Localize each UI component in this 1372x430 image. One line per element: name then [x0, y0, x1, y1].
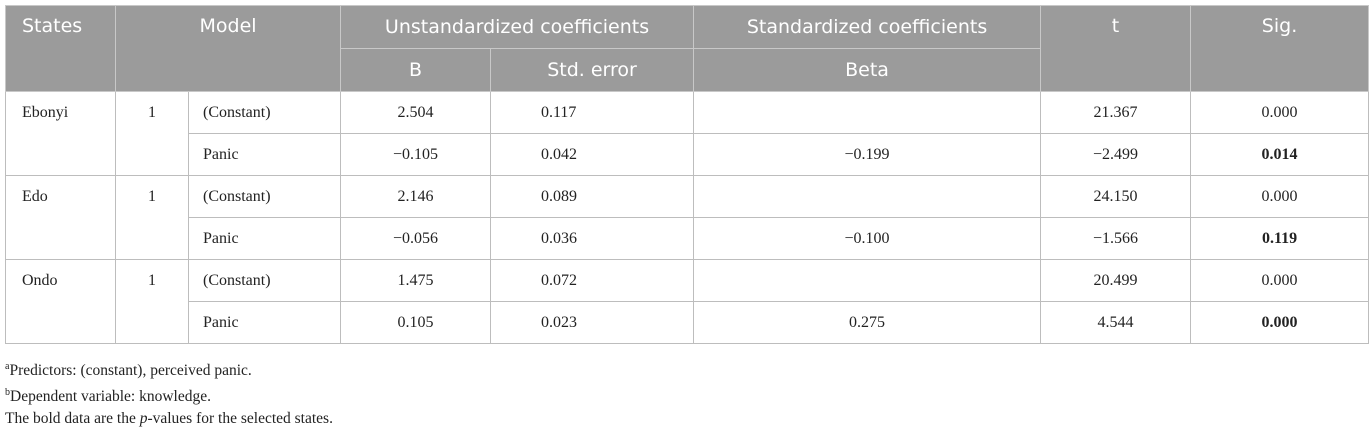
table-cell: 0.119	[1190, 217, 1370, 260]
regression-table: States Model Unstandardized coefficients…	[5, 5, 1370, 344]
table-cell: 0.000	[1190, 301, 1370, 344]
table-cell: 1	[115, 259, 189, 344]
table-cell: −2.499	[1040, 133, 1192, 176]
header-cell: Beta	[693, 48, 1042, 92]
table-cell: Panic	[187, 217, 342, 260]
footnote-text: The bold data are the	[5, 410, 140, 428]
table-cell: 0.036	[490, 217, 695, 260]
table-cell	[693, 175, 1042, 218]
header-cell: Sig.	[1190, 5, 1370, 92]
table-cell: 1	[115, 91, 189, 176]
header-cell: B	[340, 48, 492, 92]
table-row: Edo 1 (Constant) 2.146 0.089 24.150 0.000	[5, 175, 1370, 260]
table-row: Panic 0.105 0.023 0.275 4.544 0.000	[6, 301, 1370, 344]
table-row: Panic −0.105 0.042 −0.199 −2.499 0.014	[6, 133, 1370, 176]
table-cell: 2.504	[340, 91, 492, 134]
table-cell: 0.089	[490, 175, 695, 218]
table-cell: 0.000	[1190, 259, 1370, 302]
footnote: aPredictors: (constant), perceived panic…	[5, 356, 333, 382]
table-cell: 0.072	[490, 259, 695, 302]
header-cell: Unstandardized coefficients	[340, 5, 695, 49]
table-cell: Panic	[187, 133, 342, 176]
header-cell: States	[5, 5, 116, 92]
table-cell: −0.056	[340, 217, 492, 260]
table-cell: 20.499	[1040, 259, 1192, 302]
table-cell: −0.100	[693, 217, 1042, 260]
footnote-text: Predictors: (constant), perceived panic.	[9, 362, 252, 380]
footnote-text: -values for the selected states.	[147, 410, 333, 428]
table-cell: 0.105	[340, 301, 492, 344]
footnote-italic: p	[139, 410, 148, 428]
table-cell: 2.146	[340, 175, 492, 218]
table-row: Ondo 1 (Constant) 1.475 0.072 20.499 0.000	[5, 259, 1370, 344]
footnote: bDependent variable: knowledge.	[5, 382, 333, 408]
table-row: Panic −0.056 0.036 −0.100 −1.566 0.119	[6, 217, 1370, 260]
table-cell: Ondo	[5, 259, 116, 344]
footnote-marker: b	[5, 387, 10, 399]
footnote-text: Dependent variable: knowledge.	[10, 388, 211, 406]
footnotes: aPredictors: (constant), perceived panic…	[5, 356, 333, 430]
table-row: Ebonyi 1 (Constant) 2.504 0.117 21.367 0.000	[5, 91, 1370, 176]
table-cell: 0.000	[1190, 91, 1370, 134]
table-cell: Edo	[5, 175, 116, 260]
table-cell: (Constant)	[187, 91, 342, 134]
table-body: Ebonyi 1 (Constant) 2.504 0.117 21.367 0.000 Pa…	[5, 91, 1370, 344]
table-cell: −0.199	[693, 133, 1042, 176]
table-cell: −1.566	[1040, 217, 1192, 260]
table-cell: −0.105	[340, 133, 492, 176]
header-cell: Standardized coefficients	[693, 5, 1042, 49]
table-cell: 21.367	[1040, 91, 1192, 134]
table-cell: 0.117	[490, 91, 695, 134]
header-cell: Std. error	[490, 48, 695, 92]
table-cell: 1.475	[340, 259, 492, 302]
table-cell	[693, 91, 1042, 134]
table-cell	[693, 259, 1042, 302]
table-cell: Panic	[187, 301, 342, 344]
table-cell: 0.000	[1190, 175, 1370, 218]
table-cell: 0.275	[693, 301, 1042, 344]
table-cell: 1	[115, 175, 189, 260]
table-wrap: States Model Unstandardized coefficients…	[5, 5, 1370, 344]
table-cell: 24.150	[1040, 175, 1192, 218]
table-cell: (Constant)	[187, 175, 342, 218]
header-cell: t	[1040, 5, 1192, 92]
header-cell: Model	[114, 5, 342, 92]
table-cell: 0.042	[490, 133, 695, 176]
table-header: States Model Unstandardized coefficients…	[5, 5, 1370, 92]
table-cell: 0.014	[1190, 133, 1370, 176]
table-cell: Ebonyi	[5, 91, 116, 176]
footnote-marker: a	[5, 361, 10, 372]
table-cell: 4.544	[1040, 301, 1192, 344]
table-cell: 0.023	[490, 301, 695, 344]
table-cell: (Constant)	[187, 259, 342, 302]
footnote: The bold data are the p-values for the s…	[5, 408, 333, 430]
